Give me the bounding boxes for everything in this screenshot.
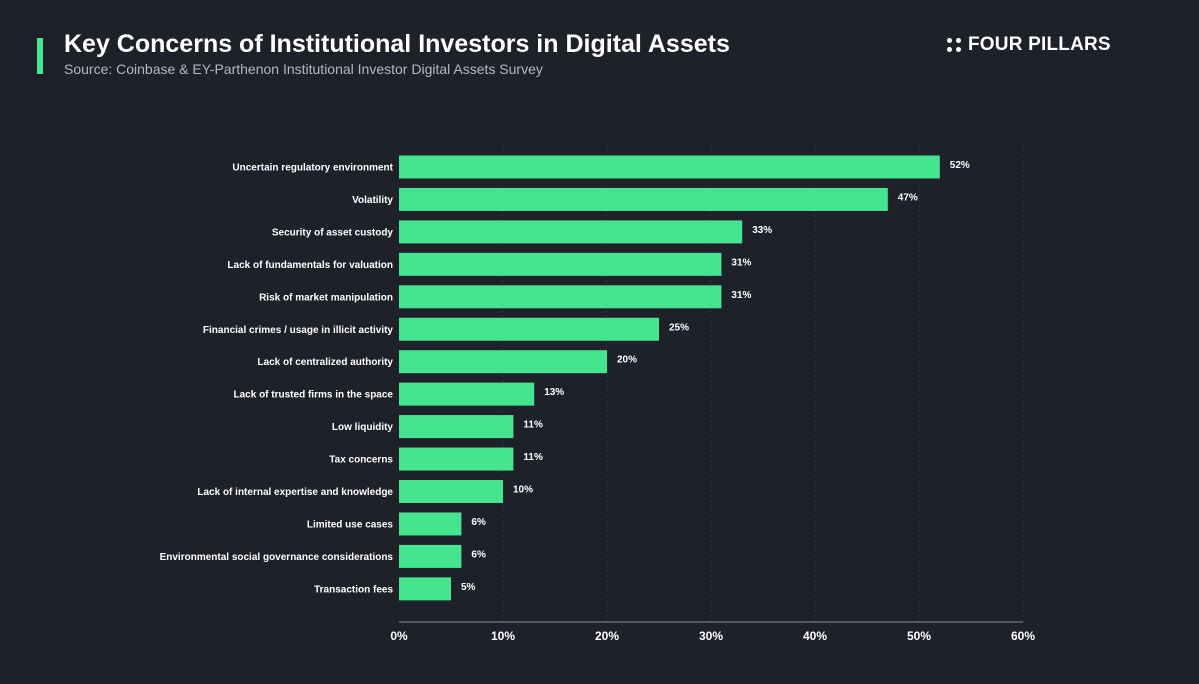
value-label: 5%: [461, 582, 476, 593]
bar: [399, 220, 743, 244]
value-label: 52%: [950, 160, 970, 171]
bar: [399, 415, 514, 439]
x-tick-label: 50%: [907, 629, 931, 643]
category-label: Volatility: [352, 195, 393, 206]
value-label: 6%: [471, 517, 486, 528]
category-label: Limited use cases: [307, 519, 394, 530]
category-label: Lack of centralized authority: [257, 357, 393, 368]
bar: [399, 317, 659, 341]
value-label: 31%: [731, 290, 751, 301]
x-tick-label: 0%: [390, 629, 408, 643]
category-label: Lack of internal expertise and knowledge: [197, 487, 393, 498]
bar: [399, 544, 462, 568]
category-label: Risk of market manipulation: [259, 292, 393, 303]
value-label: 47%: [898, 192, 918, 203]
category-label: Financial crimes / usage in illicit acti…: [203, 325, 394, 336]
x-tick-label: 20%: [595, 629, 619, 643]
category-label: Environmental social governance consider…: [160, 552, 394, 563]
category-label: Transaction fees: [314, 584, 393, 595]
chart-title: Key Concerns of Institutional Investors …: [64, 30, 730, 58]
bar: [399, 577, 451, 601]
x-tick-label: 40%: [803, 629, 827, 643]
category-label: Security of asset custody: [272, 227, 394, 238]
value-label: 20%: [617, 355, 637, 366]
category-label: Low liquidity: [332, 422, 394, 433]
bar: [399, 480, 503, 503]
bar: [399, 447, 514, 471]
bar: [399, 285, 722, 309]
x-tick-label: 30%: [699, 629, 723, 643]
category-label: Tax concerns: [329, 455, 393, 466]
category-label: Lack of fundamentals for valuation: [227, 260, 393, 271]
bar: [399, 187, 888, 211]
value-label: 13%: [544, 387, 564, 398]
value-label: 6%: [471, 549, 486, 560]
value-label: 11%: [523, 420, 543, 431]
value-label: 10%: [513, 485, 533, 496]
four-dots-icon: [947, 38, 961, 52]
title-accent-bar: [37, 38, 43, 74]
value-label: 25%: [669, 322, 689, 333]
brand-name: FOUR PILLARS: [968, 34, 1111, 55]
category-label: Uncertain regulatory environment: [232, 163, 393, 174]
value-label: 33%: [752, 225, 772, 236]
value-label: 31%: [731, 257, 751, 268]
brand-logo: FOUR PILLARS: [947, 34, 1111, 56]
chart-subtitle: Source: Coinbase & EY-Parthenon Institut…: [64, 61, 543, 77]
bar: [399, 512, 462, 536]
x-tick-label: 10%: [491, 629, 515, 643]
category-label: Lack of trusted firms in the space: [234, 390, 394, 401]
bar: [399, 382, 535, 406]
value-label: 11%: [523, 452, 543, 463]
bar: [399, 155, 940, 179]
bar: [399, 252, 722, 276]
x-tick-label: 60%: [1011, 629, 1035, 643]
bar: [399, 350, 607, 374]
